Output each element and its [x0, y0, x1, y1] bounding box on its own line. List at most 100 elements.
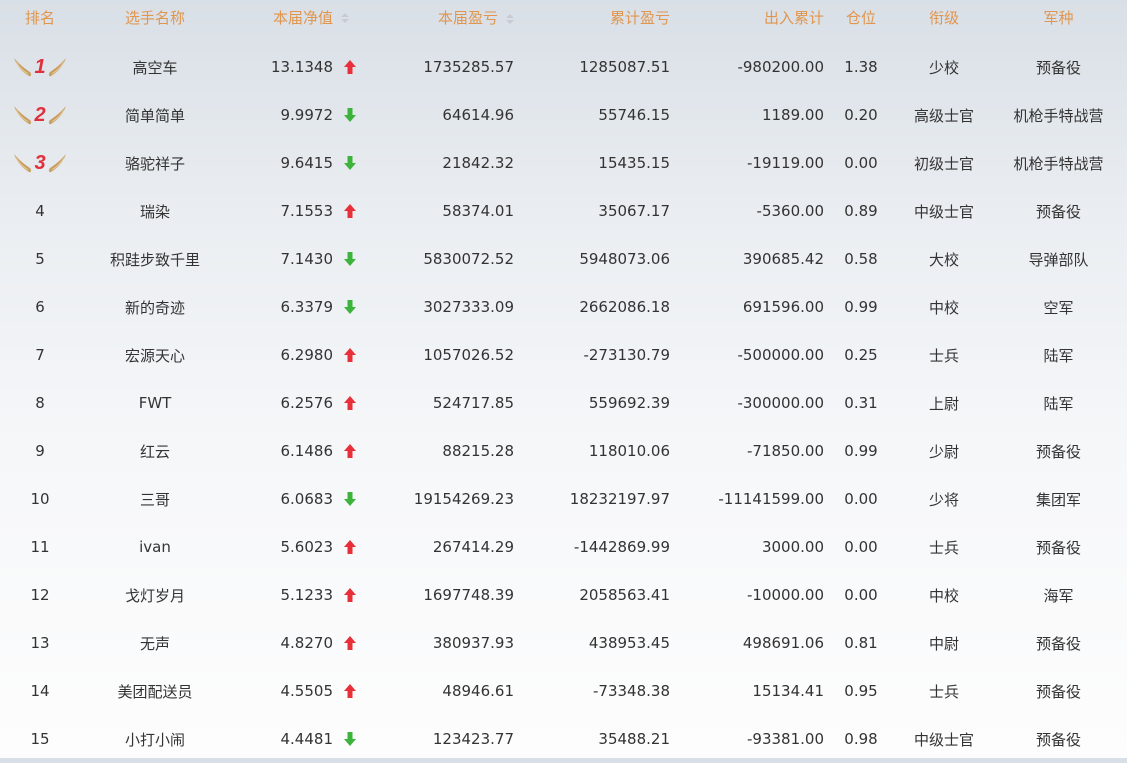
- pnl-value: 123423.77: [432, 730, 514, 748]
- table-row[interactable]: 10 三哥 6.0683 19154269.23 18232197.97 -111…: [0, 475, 1127, 523]
- position-value: 1.38: [844, 58, 878, 76]
- player-name[interactable]: 简单简单: [124, 106, 185, 125]
- nav-value: 6.1486: [280, 442, 334, 460]
- sort-icon[interactable]: [341, 13, 349, 23]
- nav-value: 6.2576: [280, 394, 334, 412]
- flow-value: -93381.00: [747, 730, 824, 748]
- player-name[interactable]: FWT: [138, 394, 172, 412]
- cum-pnl-value: -273130.79: [583, 346, 670, 364]
- position-value: 0.00: [844, 586, 878, 604]
- branch-value: 预备役: [1035, 634, 1081, 653]
- branch-value: 预备役: [1035, 538, 1081, 557]
- table-row[interactable]: 5 积跬步致千里 7.1430 5830072.52 5948073.06 390…: [0, 235, 1127, 283]
- flow-value: 498691.06: [742, 634, 824, 652]
- flow-value: 15134.41: [752, 682, 824, 700]
- pnl-value: 58374.01: [442, 202, 514, 220]
- player-name[interactable]: 小打小闹: [124, 730, 185, 749]
- nav-value: 4.5505: [280, 682, 334, 700]
- position-value: 0.20: [844, 106, 878, 124]
- table-row[interactable]: 9 红云 6.1486 88215.28 118010.06 -71850.00 …: [0, 427, 1127, 475]
- player-name[interactable]: 高空车: [132, 58, 178, 77]
- player-name[interactable]: 美团配送员: [117, 682, 193, 701]
- flow-value: -19119.00: [747, 154, 824, 172]
- nav-value: 7.1430: [280, 250, 334, 268]
- cum-pnl-value: 2662086.18: [579, 298, 670, 316]
- table-row[interactable]: 6 新的奇迹 6.3379 3027333.09 2662086.18 69159…: [0, 283, 1127, 331]
- cum-pnl-value: 55746.15: [598, 106, 670, 124]
- position-value: 0.58: [844, 250, 878, 268]
- pnl-value: 21842.32: [442, 154, 514, 172]
- rank-number: 4: [35, 202, 45, 220]
- player-name[interactable]: 戈灯岁月: [124, 586, 185, 605]
- table-row[interactable]: 4 瑞染 7.1553 58374.01 35067.17 -5360.00 0.…: [0, 187, 1127, 235]
- table-row[interactable]: 3 骆驼祥子 9.6415 21842.32 15435.15 -19119.00…: [0, 139, 1127, 187]
- table-row[interactable]: 15 小打小闹 4.4481 123423.77 35488.21 -93381.…: [0, 715, 1127, 763]
- header-nav[interactable]: 本届净值: [230, 7, 333, 28]
- flow-value: -980200.00: [737, 58, 824, 76]
- branch-value: 预备役: [1035, 442, 1081, 461]
- flow-value: -71850.00: [747, 442, 824, 460]
- rank-number: 15: [30, 730, 50, 748]
- cum-pnl-value: -1442869.99: [573, 538, 670, 556]
- pnl-value: 3027333.09: [423, 298, 514, 316]
- title-value: 士兵: [928, 346, 959, 365]
- position-value: 0.31: [844, 394, 878, 412]
- position-value: 0.89: [844, 202, 878, 220]
- header-title: 衔级: [928, 9, 959, 27]
- cum-pnl-value: 2058563.41: [579, 586, 670, 604]
- table-row[interactable]: 11 ivan 5.6023 267414.29 -1442869.99 3000…: [0, 523, 1127, 571]
- arrow-down-icon: [333, 251, 365, 267]
- player-name[interactable]: 宏源天心: [124, 346, 185, 365]
- rank-number: 9: [35, 442, 45, 460]
- player-name[interactable]: 瑞染: [139, 202, 170, 221]
- arrow-up-icon: [333, 587, 365, 603]
- table-row[interactable]: 8 FWT 6.2576 524717.85 559692.39 -300000.…: [0, 379, 1127, 427]
- arrow-up-icon: [333, 59, 365, 75]
- player-name[interactable]: 新的奇迹: [124, 298, 185, 317]
- flow-value: -300000.00: [737, 394, 824, 412]
- player-name[interactable]: 无声: [139, 634, 170, 653]
- sort-icon[interactable]: [506, 13, 514, 24]
- rank-number: 2: [34, 103, 46, 126]
- nav-value: 4.8270: [280, 634, 334, 652]
- arrow-up-icon: [333, 635, 365, 651]
- player-name[interactable]: 骆驼祥子: [124, 154, 185, 173]
- rank-number: 13: [30, 634, 50, 652]
- pnl-value: 19154269.23: [413, 490, 514, 508]
- arrow-up-icon: [333, 539, 365, 555]
- player-name[interactable]: 红云: [139, 442, 170, 461]
- arrow-down-icon: [333, 491, 365, 507]
- player-name[interactable]: 三哥: [139, 490, 170, 509]
- player-name[interactable]: ivan: [139, 538, 171, 556]
- rank-medal: 1: [0, 52, 80, 82]
- nav-value: 4.4481: [280, 730, 334, 748]
- table-row[interactable]: 7 宏源天心 6.2980 1057026.52 -273130.79 -5000…: [0, 331, 1127, 379]
- rank-number: 3: [34, 151, 46, 174]
- header-flow: 出入累计: [763, 9, 824, 27]
- position-value: 0.99: [844, 442, 878, 460]
- table-row[interactable]: 12 戈灯岁月 5.1233 1697748.39 2058563.41 -100…: [0, 571, 1127, 619]
- pnl-value: 64614.96: [442, 106, 514, 124]
- rank-medal: 2: [0, 100, 80, 130]
- branch-value: 预备役: [1035, 682, 1081, 701]
- nav-value: 5.1233: [280, 586, 334, 604]
- table-row[interactable]: 14 美团配送员 4.5505 48946.61 -73348.38 15134.…: [0, 667, 1127, 715]
- flow-value: 390685.42: [742, 250, 824, 268]
- branch-value: 海军: [1043, 586, 1074, 605]
- cum-pnl-value: 1285087.51: [579, 58, 670, 76]
- table-row[interactable]: 2 简单简单 9.9972 64614.96 55746.15 1189.00 0…: [0, 91, 1127, 139]
- table-row[interactable]: 13 无声 4.8270 380937.93 438953.45 498691.0…: [0, 619, 1127, 667]
- title-value: 中级士官: [913, 730, 974, 749]
- flow-value: -11141599.00: [718, 490, 824, 508]
- title-value: 大校: [928, 250, 959, 269]
- pnl-value: 267414.29: [432, 538, 514, 556]
- title-value: 中校: [928, 298, 959, 317]
- flow-value: 3000.00: [761, 538, 824, 556]
- header-nav-label: 本届净值: [272, 9, 333, 27]
- table-row[interactable]: 1 高空车 13.1348 1735285.57 1285087.51 -9802…: [0, 43, 1127, 91]
- header-pnl[interactable]: 本届盈亏: [365, 7, 514, 28]
- player-name[interactable]: 积跬步致千里: [109, 250, 200, 269]
- nav-value: 6.0683: [280, 490, 334, 508]
- laurel-left-icon: [13, 100, 33, 130]
- laurel-left-icon: [13, 148, 33, 178]
